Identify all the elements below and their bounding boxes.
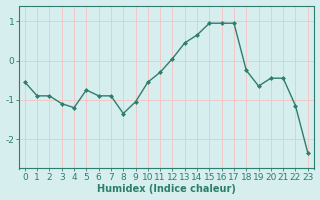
X-axis label: Humidex (Indice chaleur): Humidex (Indice chaleur) (97, 184, 236, 194)
